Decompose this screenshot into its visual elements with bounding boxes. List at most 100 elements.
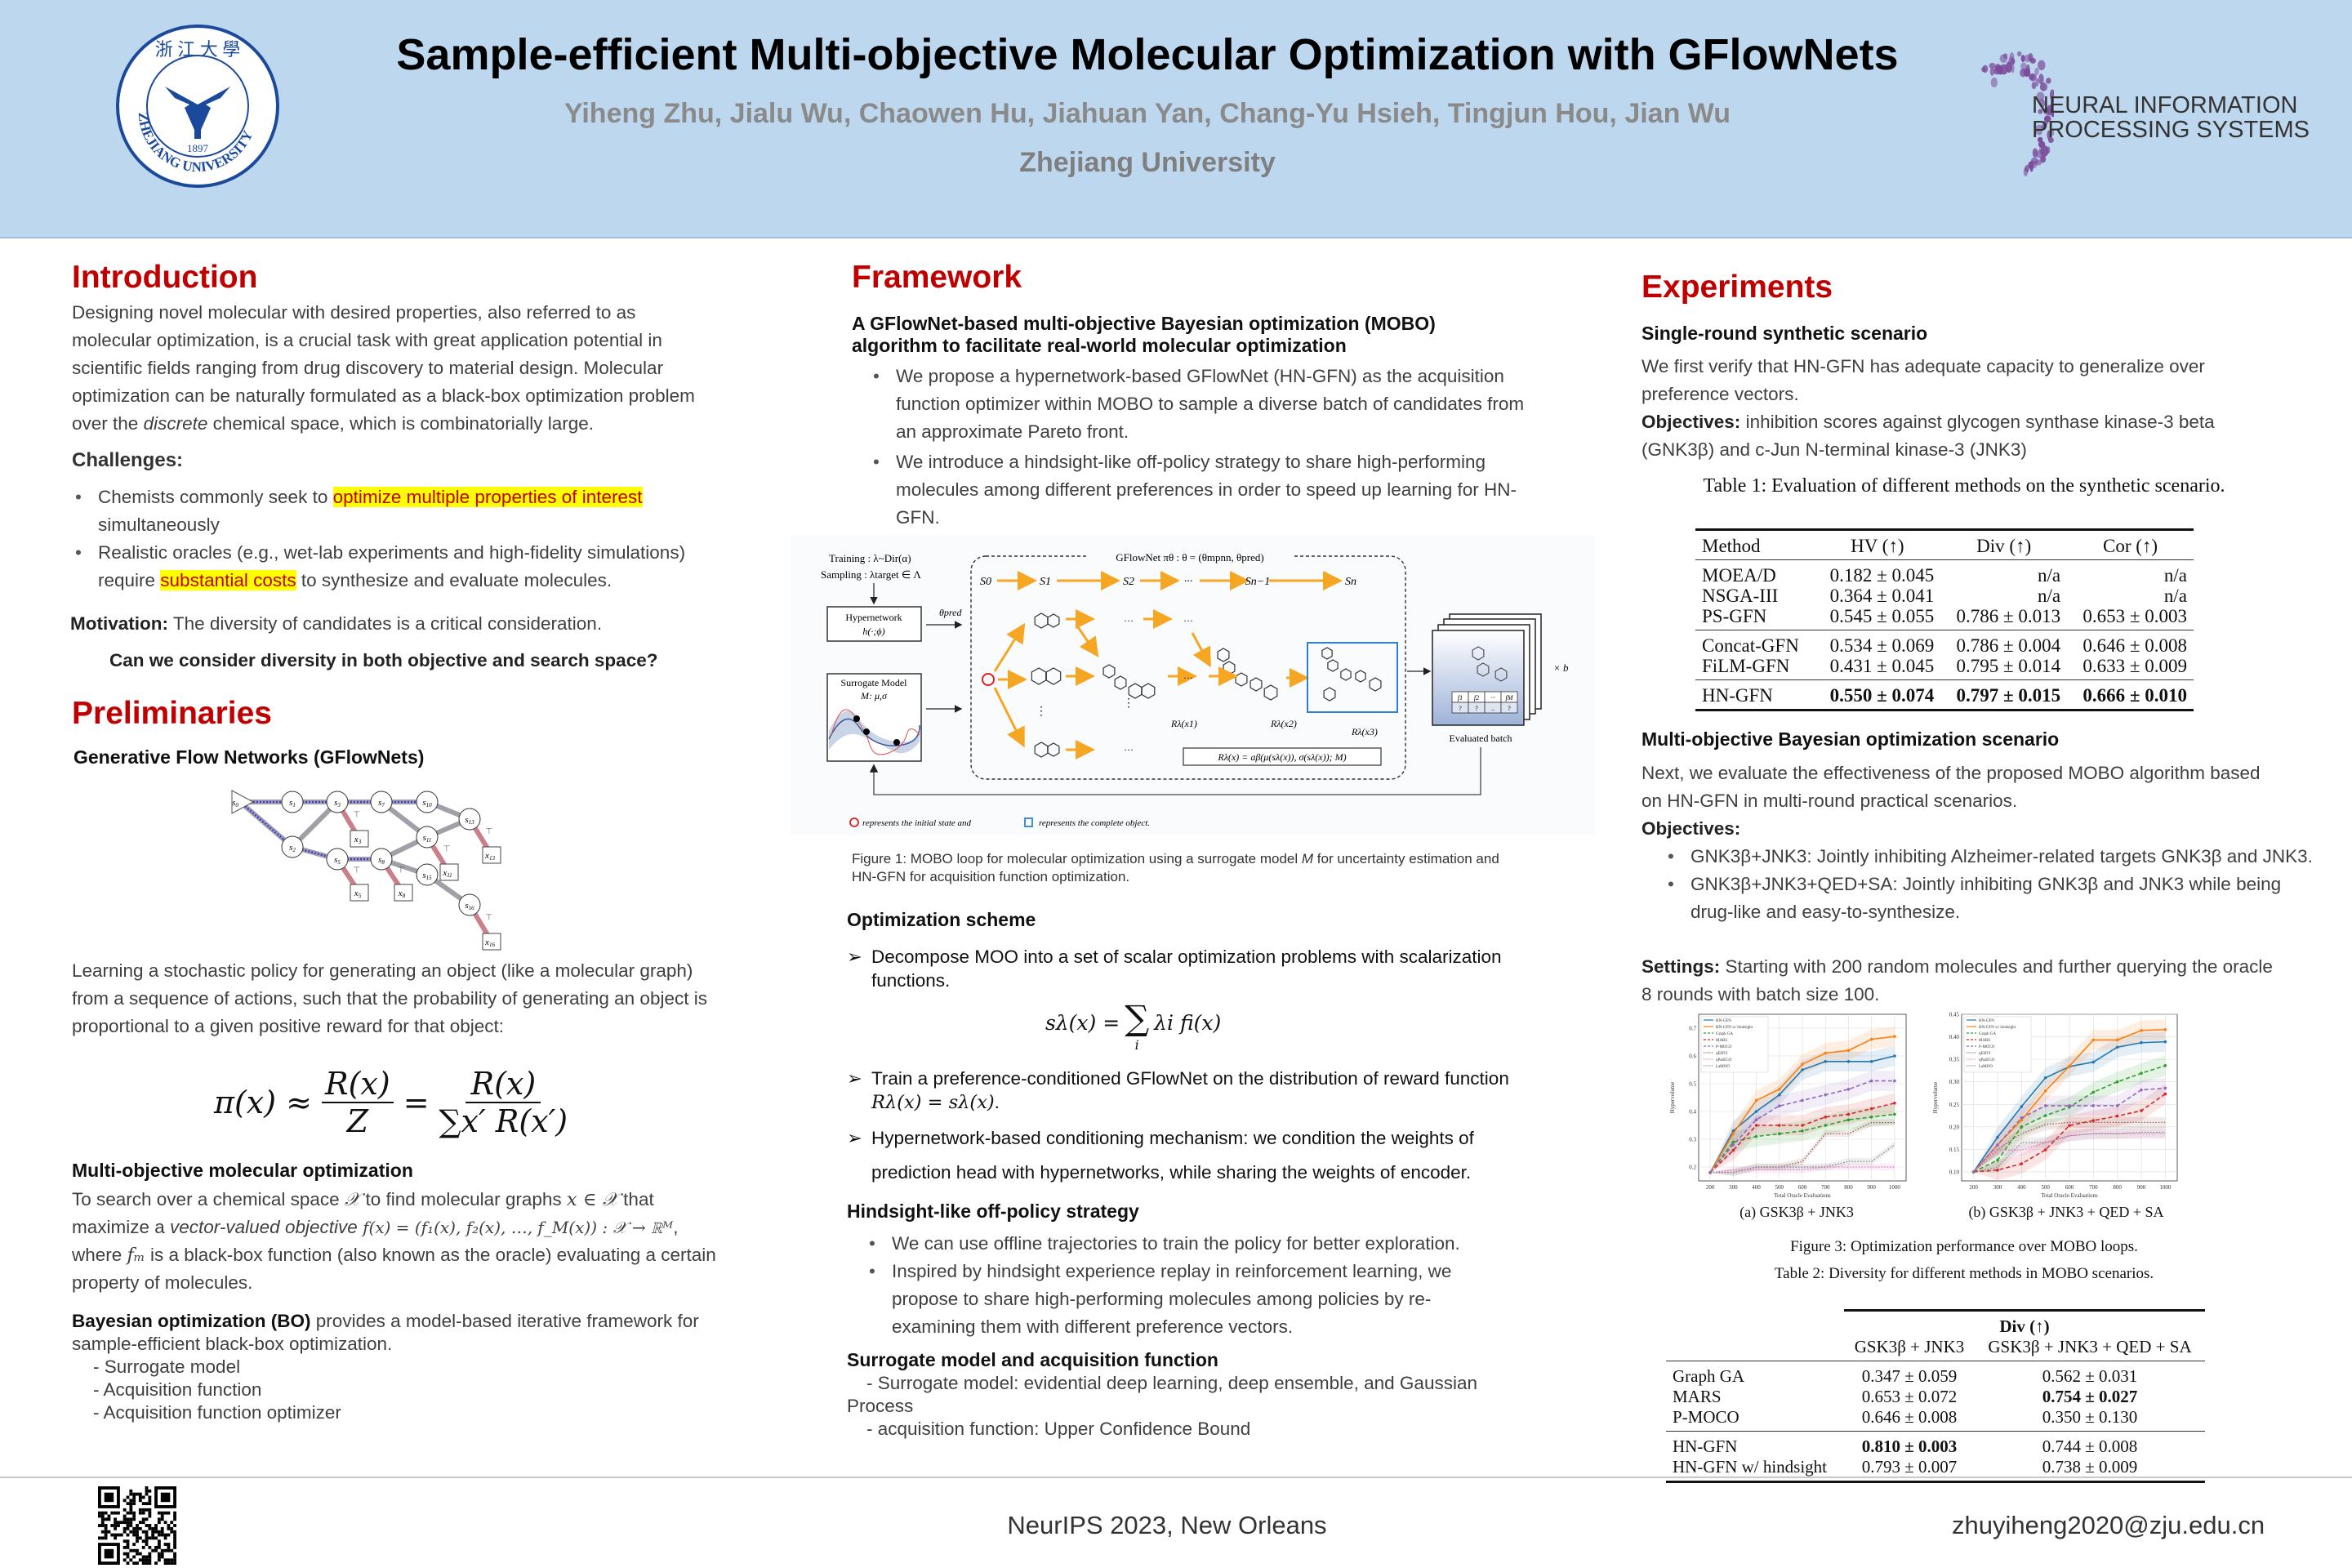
surrogate-model-line: - Surrogate model: evidential deep learn…: [847, 1373, 1477, 1416]
trajectory-arrow: [1191, 632, 1211, 668]
state-label: ···: [1184, 576, 1193, 588]
batch-header-cell: fM: [1506, 694, 1514, 702]
legend-label: P-MOCO: [1716, 1045, 1732, 1049]
state-node: [326, 848, 349, 871]
series-line: [1710, 1122, 1895, 1174]
table-cell: NSGA-III: [1702, 586, 1779, 606]
poster-title: Sample-efficient Multi-objective Molecul…: [396, 30, 1899, 79]
table-cell: Graph GA: [1673, 1366, 1745, 1386]
framework-bullets: We propose a hypernetwork-based GFlowNet…: [871, 363, 1533, 532]
y-axis-label: Hypervolume: [1669, 1082, 1676, 1114]
table-cell: 0.347 ± 0.059: [1861, 1366, 1958, 1386]
surrogate-heading: Surrogate model and acquisition function: [847, 1349, 1218, 1370]
gflownet-equation: π(x) ≈ R(x) Z = R(x) ∑x′ R(x′): [214, 1066, 568, 1139]
complete-object-box: [1307, 642, 1398, 713]
data-point: [1777, 1124, 1781, 1127]
data-point: [2115, 1045, 2119, 1049]
table-cell: FiLM-GFN: [1695, 656, 1815, 680]
reward-x3: Rλ(x3): [1351, 726, 1378, 737]
data-point: [2140, 1088, 2143, 1092]
challenges-list: Chemists commonly seek to optimize multi…: [74, 483, 743, 595]
data-point: [1824, 1051, 1828, 1055]
data-point: [1801, 1068, 1804, 1071]
table-cell: Concat-GFN: [1702, 635, 1799, 656]
data-point: [2091, 1104, 2096, 1107]
y-tick-label: 0.10: [1949, 1169, 1960, 1175]
state-label: S2: [1123, 576, 1134, 588]
data-point: [2043, 1148, 2047, 1152]
confidence-band: [1973, 1084, 2166, 1181]
data-point: [2163, 1092, 2167, 1096]
column-header: [1666, 1337, 1844, 1361]
table-cell: MOEA/D: [1702, 565, 1776, 586]
data-point: [1996, 1135, 1999, 1139]
state-label: Sn−1: [1245, 576, 1270, 588]
table-cell: 0.786 ± 0.004: [1956, 635, 2061, 656]
logo-dot: [2029, 74, 2035, 81]
data-point: [2163, 1027, 2167, 1031]
state-node: [416, 863, 439, 886]
legend-label: LaMOO: [1979, 1065, 1993, 1069]
x-tick-label: 700: [2089, 1184, 2098, 1191]
research-question: Can we consider diversity in both object…: [109, 650, 658, 670]
y-tick-label: 0.15: [1949, 1147, 1960, 1153]
logo-dot: [1989, 66, 1995, 76]
x-tick-label: 700: [1821, 1184, 1830, 1191]
column-header: HV (↑): [1814, 528, 1941, 560]
table-cell: 0.646 ± 0.008: [1843, 1407, 1975, 1432]
data-point: [1996, 1168, 1999, 1172]
data-point: [2140, 1029, 2143, 1032]
hindsight-bullet: Inspired by hindsight experience replay …: [869, 1258, 1512, 1341]
data-point: [1893, 1054, 1896, 1058]
confidence-band: [1973, 1019, 2166, 1172]
authors: Yiheng Zhu, Jialu Wu, Chaowen Hu, Jiahua…: [564, 98, 1731, 129]
table-cell: 0.810 ± 0.003: [1861, 1437, 1958, 1456]
data-point: [1801, 1129, 1804, 1133]
logo-dot: [2035, 159, 2042, 166]
table-header-row: GSK3β + JNK3 GSK3β + JNK3 + QED + SA: [1666, 1337, 2205, 1361]
qr-code[interactable]: [97, 1486, 177, 1565]
data-point: [1893, 1079, 1896, 1083]
gflownet-dag-diagram: ⊤ ⊤ ⊤ ⊤ ⊤ ⊤ s0 s1 s2 s3 s5 s7 s8 s10 s11 s13 s15 s16 x3 x5 x…: [231, 790, 501, 951]
state-label: s15: [422, 871, 432, 881]
terminate-mark: ⊤: [486, 914, 493, 923]
confidence-band: [1973, 1078, 2166, 1172]
data-point: [2115, 1038, 2119, 1042]
introduction-paragraph: Designing novel molecular with desired p…: [72, 302, 695, 434]
state-label: s3: [334, 798, 341, 808]
data-point: [2140, 1071, 2143, 1076]
data-point: [1754, 1134, 1758, 1138]
logo-dot: [2031, 82, 2037, 90]
hypernetwork-fn: h(·;ϕ): [862, 626, 884, 637]
reward-x2: Rλ(x2): [1270, 718, 1297, 729]
legend-initial-text: represents the initial state and: [862, 818, 972, 828]
data-point: [1801, 1062, 1804, 1066]
table-cell: 0.534 ± 0.069: [1829, 635, 1935, 656]
contact-email[interactable]: zhuyiheng2020@zju.edu.cn: [1952, 1511, 2265, 1539]
data-point: [1846, 1112, 1851, 1116]
svg-text:1897: 1897: [187, 142, 209, 154]
data-point: [1893, 1035, 1896, 1038]
confidence-band: [1710, 1104, 1895, 1173]
data-point: [1824, 1093, 1828, 1097]
x-tick-label: 800: [2113, 1184, 2122, 1191]
table-cell: 0.797 ± 0.015: [1940, 679, 2068, 711]
mobo-objective: GNK3β+JNK3: Jointly inhibiting Alzheimer…: [1668, 843, 2319, 871]
batch-header-cell: ···: [1490, 694, 1495, 702]
confidence-band: [1710, 1026, 1895, 1173]
logo-dot: [2046, 78, 2051, 84]
initial-state-icon: [982, 673, 995, 686]
framework-heading: Framework: [852, 260, 1022, 295]
mobo-loop-figure: Training : λ~Dir(α) Sampling : λtarget ∈…: [791, 535, 1595, 835]
legend-label: qEHVI: [1979, 1052, 1991, 1056]
molecule-trajectories: ··· ··· ··· ··· ⋮ ⋮: [993, 609, 1382, 760]
mobo-objectives-list: GNK3β+JNK3: Jointly inhibiting Alzheimer…: [1666, 843, 2319, 926]
state-label: s5: [334, 855, 341, 866]
data-point: [1996, 1158, 1999, 1162]
legend-label: qParEGO: [1716, 1058, 1732, 1062]
logo-dot: [2051, 104, 2054, 113]
optimization-item: Hypernetwork-based conditioning mechanis…: [847, 1121, 1525, 1190]
terminal-node: [394, 884, 413, 902]
qr-finder: [98, 1486, 120, 1508]
bo-paragraph: Bayesian optimization (BO) provides a mo…: [72, 1310, 725, 1424]
